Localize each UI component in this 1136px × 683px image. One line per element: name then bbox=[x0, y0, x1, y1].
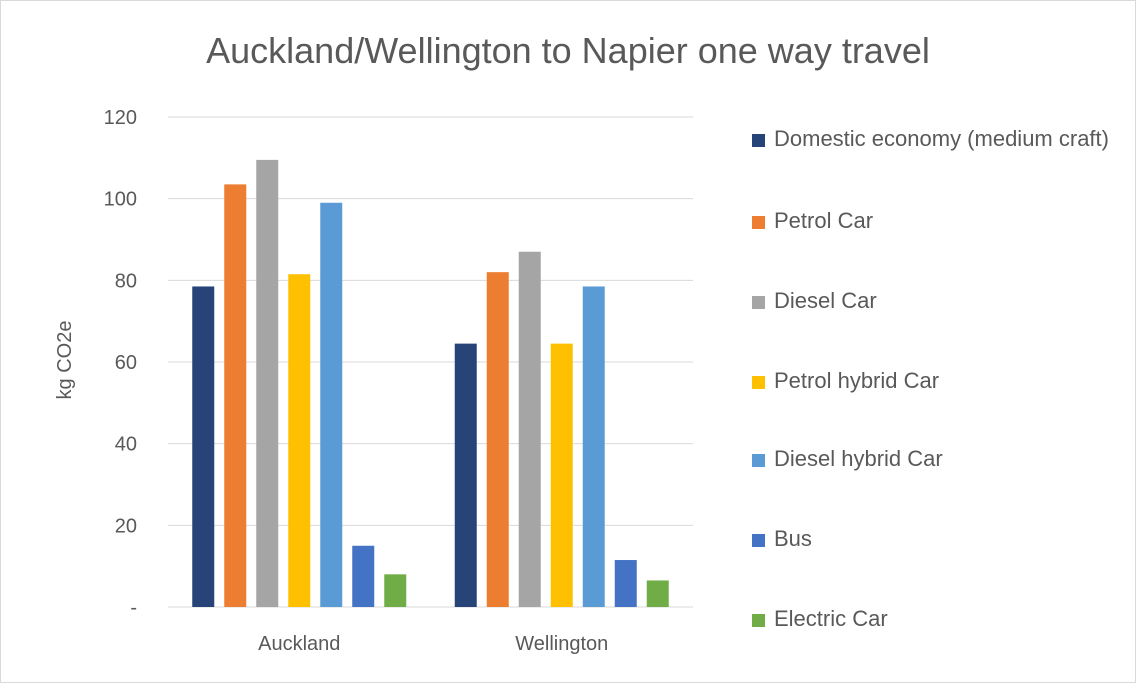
legend-item: Diesel hybrid Car bbox=[752, 442, 1114, 476]
legend-item: Domestic economy (medium craft) bbox=[752, 122, 1114, 156]
y-axis-title: kg CO2e bbox=[54, 321, 76, 400]
bar-wellington-2 bbox=[518, 251, 541, 607]
legend-item: Petrol hybrid Car bbox=[752, 364, 1114, 398]
legend-item: Diesel Car bbox=[752, 284, 1114, 318]
bar-auckland-2 bbox=[256, 159, 279, 607]
y-tick-label: 80 bbox=[115, 270, 137, 292]
legend-label: Domestic economy (medium craft) bbox=[774, 126, 1109, 151]
y-axis-ticks: - 20 40 60 80 100 120 bbox=[104, 107, 137, 619]
gridlines bbox=[168, 116, 693, 608]
legend-label: Electric Car bbox=[774, 606, 888, 631]
y-tick-label: 20 bbox=[115, 515, 137, 537]
legend-swatch bbox=[752, 534, 765, 547]
bar-wellington-1 bbox=[486, 272, 509, 607]
y-tick-label: 100 bbox=[104, 189, 137, 211]
bar-wellington-5 bbox=[614, 560, 637, 607]
bar-wellington-0 bbox=[454, 343, 477, 607]
legend-label: Diesel Car bbox=[774, 288, 877, 313]
bar-auckland-5 bbox=[352, 545, 375, 607]
chart-title: Auckland/Wellington to Napier one way tr… bbox=[206, 30, 930, 71]
legend-swatch bbox=[752, 216, 765, 229]
legend-label: Diesel hybrid Car bbox=[774, 446, 943, 471]
y-tick-label: 40 bbox=[115, 434, 137, 456]
legend-label: Petrol Car bbox=[774, 208, 874, 233]
legend-label: Petrol hybrid Car bbox=[774, 368, 940, 393]
y-tick-label: 60 bbox=[115, 352, 137, 374]
bar-auckland-3 bbox=[288, 274, 311, 607]
bar-auckland-6 bbox=[384, 574, 407, 607]
legend-swatch bbox=[752, 296, 765, 309]
bar-auckland-1 bbox=[224, 184, 247, 607]
legend-swatch bbox=[752, 376, 765, 389]
legend-swatch bbox=[752, 134, 765, 147]
bar-auckland-0 bbox=[192, 286, 215, 607]
y-tick-label: 120 bbox=[104, 107, 137, 129]
x-category-label: Auckland bbox=[258, 633, 340, 655]
bar-wellington-3 bbox=[550, 343, 573, 607]
legend-label: Bus bbox=[774, 526, 812, 551]
legend-item: Bus bbox=[752, 522, 1114, 556]
bars bbox=[192, 159, 669, 607]
legend-swatch bbox=[752, 454, 765, 467]
legend-item: Electric Car bbox=[752, 602, 1114, 636]
bar-wellington-6 bbox=[646, 580, 669, 607]
x-category-label: Wellington bbox=[515, 633, 608, 655]
legend-swatch bbox=[752, 614, 765, 627]
bar-wellington-4 bbox=[582, 286, 605, 607]
bar-auckland-4 bbox=[320, 202, 343, 607]
x-axis-categories: Auckland Wellington bbox=[258, 633, 608, 655]
legend-item: Petrol Car bbox=[752, 204, 1114, 238]
y-tick-label: - bbox=[130, 597, 137, 619]
